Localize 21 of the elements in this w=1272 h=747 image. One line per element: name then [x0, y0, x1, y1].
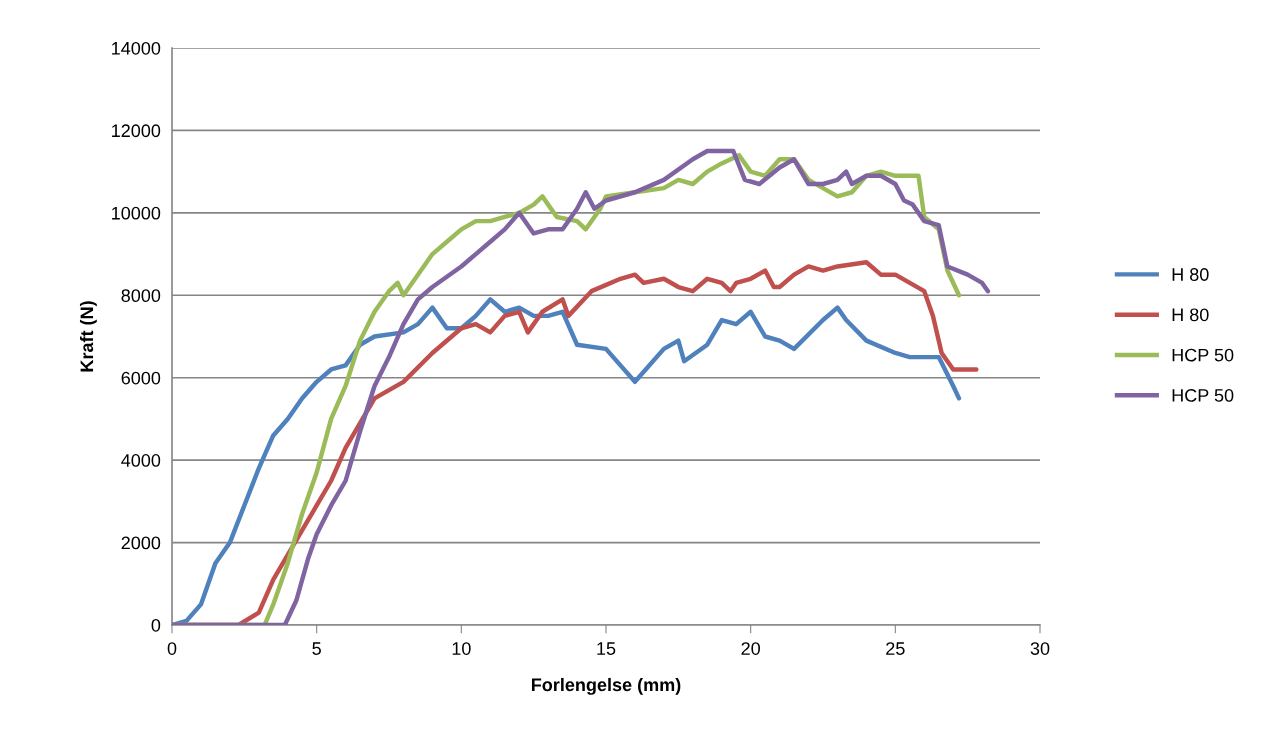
x-tick-label: 20: [741, 642, 760, 655]
legend-label: H 80: [1172, 268, 1209, 281]
x-tick-label: 0: [167, 642, 177, 655]
x-tick-label: 15: [597, 642, 616, 655]
x-tick-label: 25: [886, 642, 905, 655]
legend-label: H 80: [1172, 308, 1209, 322]
y-tick-label: 10000: [112, 206, 161, 220]
y-tick-label: 6000: [121, 371, 161, 385]
x-tick-label: 5: [312, 642, 321, 655]
y-tick-label: 14000: [112, 41, 161, 55]
y-tick-label: 2000: [121, 536, 161, 550]
x-tick-label: 10: [452, 642, 471, 655]
y-tick-label: 4000: [121, 454, 161, 467]
legend-label: HCP 50: [1172, 389, 1234, 402]
legend-label: HCP 50: [1172, 348, 1234, 362]
y-axis-title: Kraft (N): [79, 301, 97, 372]
x-tick-label: 30: [1030, 642, 1050, 655]
y-tick-label: 12000: [112, 124, 161, 138]
y-tick-label: 0: [151, 618, 161, 632]
y-tick-label: 8000: [121, 289, 161, 303]
x-axis-title: Forlengelse (mm): [531, 677, 681, 695]
